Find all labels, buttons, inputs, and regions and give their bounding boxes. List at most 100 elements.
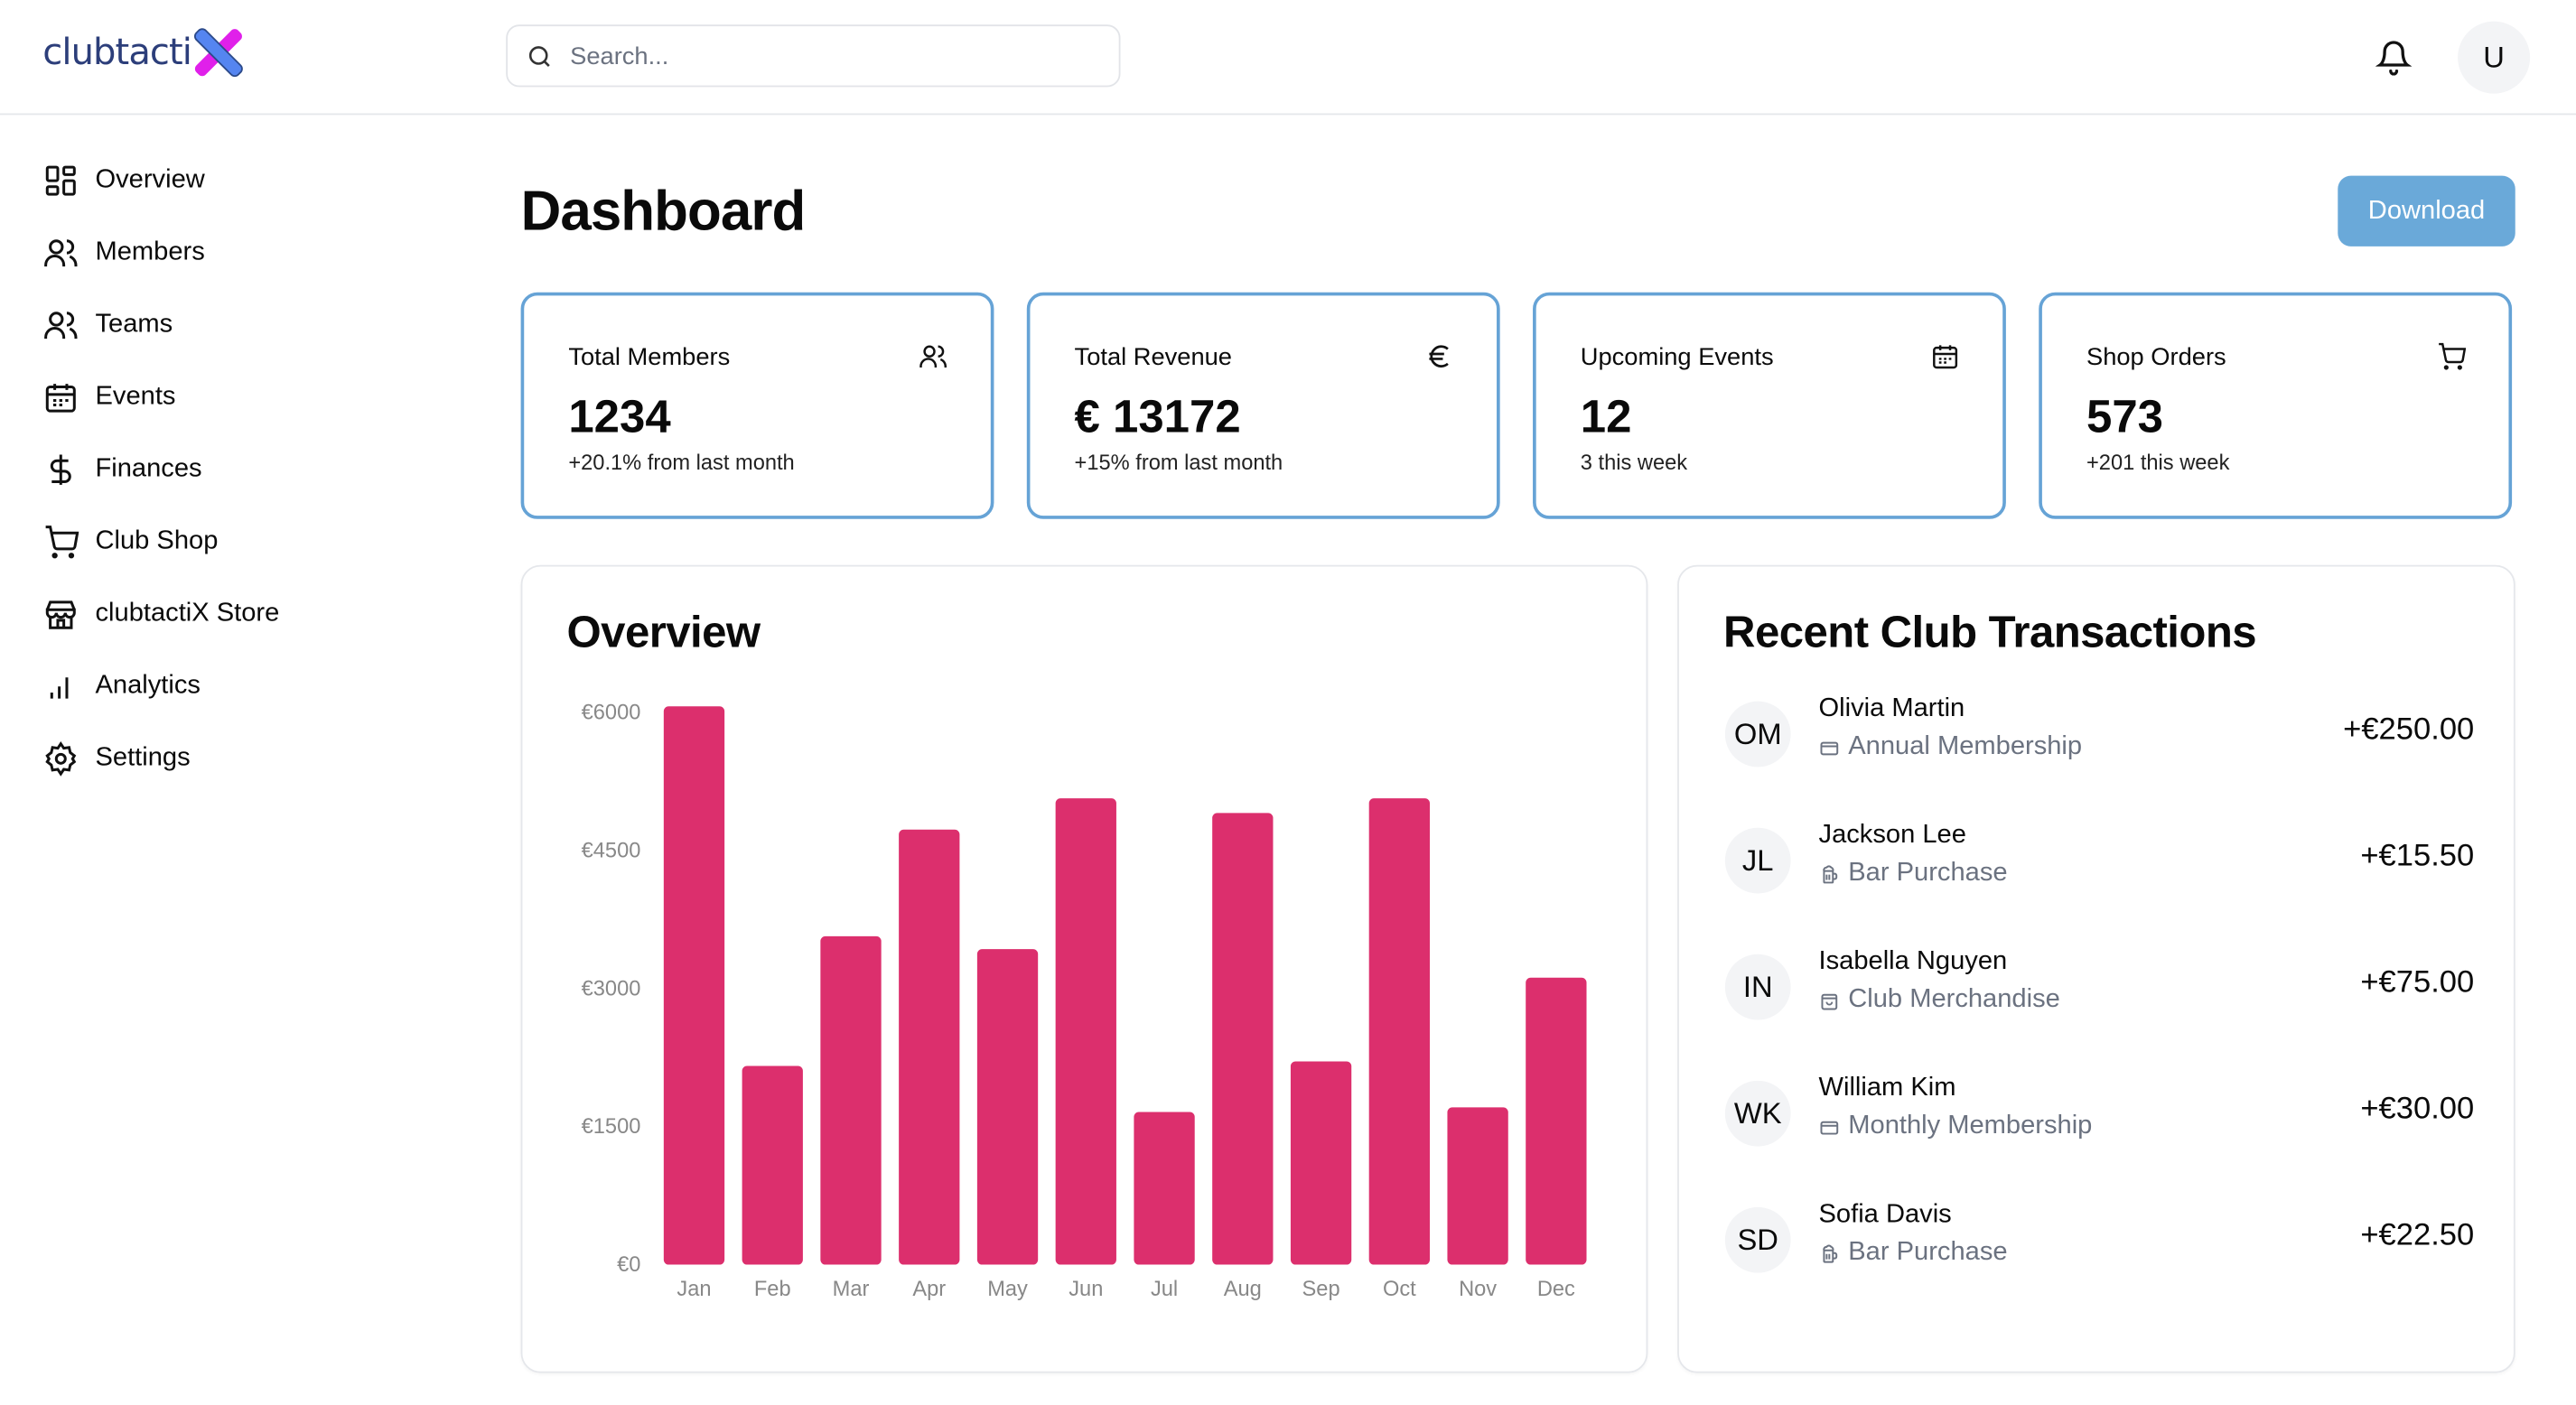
x-tick-label: Sep: [1302, 1278, 1340, 1301]
sidebar-item-store[interactable]: clubtactiX Store: [42, 578, 279, 650]
beer-icon: [1823, 864, 1838, 883]
sidebar-item-club-shop[interactable]: Club Shop: [42, 506, 279, 578]
bar-aug[interactable]: [1212, 813, 1274, 1265]
header-divider: [0, 113, 2576, 116]
transactions-title: Recent Club Transactions: [1723, 607, 2257, 657]
cart-icon: [45, 526, 79, 559]
x-tick-label: Aug: [1224, 1278, 1262, 1301]
bar-feb[interactable]: [742, 1065, 803, 1265]
users-icon: [44, 239, 78, 267]
transaction-description: Club Merchandise: [1819, 985, 2060, 1015]
transaction-row[interactable]: IN Isabella Nguyen Club Merchandise +€75…: [1724, 947, 2475, 1047]
overview-title: Overview: [566, 607, 761, 657]
avatar: OM: [1724, 701, 1791, 768]
x-tick-label: Dec: [1537, 1278, 1575, 1301]
transaction-description: Annual Membership: [1819, 732, 2082, 762]
sidebar-item-teams[interactable]: Teams: [42, 289, 279, 361]
download-button[interactable]: Download: [2338, 175, 2515, 247]
sidebar-nav: Overview Members Teams Events Finances C…: [42, 144, 279, 795]
stat-card-total-members: Total Members 1234 +20.1% from last mont…: [520, 292, 994, 519]
users-icon: [919, 345, 947, 368]
bell-icon: [2375, 41, 2413, 76]
user-avatar[interactable]: U: [2458, 21, 2531, 94]
transaction-description: Bar Purchase: [1819, 859, 2008, 889]
bar-oct[interactable]: [1368, 798, 1430, 1265]
x-tick-label: Jan: [677, 1278, 711, 1301]
x-tick-label: Feb: [754, 1278, 791, 1301]
search-bar[interactable]: [506, 24, 1121, 88]
sidebar-item-overview[interactable]: Overview: [42, 144, 279, 217]
transaction-amount: +€30.00: [2360, 1092, 2475, 1127]
y-tick-label: €6000: [582, 702, 641, 725]
x-tick-label: Apr: [912, 1278, 946, 1301]
logo[interactable]: clubtacti: [42, 26, 244, 79]
calendar-icon: [45, 384, 76, 413]
bar-jul[interactable]: [1134, 1112, 1195, 1265]
store-icon: [45, 600, 76, 629]
avatar: SD: [1724, 1206, 1791, 1273]
bar-jan[interactable]: [663, 706, 725, 1265]
credit-card-icon: [1820, 740, 1839, 755]
users-icon: [44, 312, 78, 340]
x-tick-label: May: [987, 1278, 1028, 1301]
transaction-description: Bar Purchase: [1819, 1238, 2008, 1268]
cart-icon: [2439, 342, 2467, 370]
transaction-amount: +€75.00: [2360, 965, 2475, 1000]
bar-apr[interactable]: [899, 829, 960, 1265]
transaction-row[interactable]: JL Jackson Lee Bar Purchase +€15.50: [1724, 821, 2475, 919]
y-tick-label: €3000: [582, 977, 641, 1000]
transactions-card: Recent Club Transactions OM Olivia Marti…: [1677, 564, 2515, 1373]
transaction-row[interactable]: SD Sofia Davis Bar Purchase +€22.50: [1724, 1200, 2475, 1299]
transaction-description: Monthly Membership: [1819, 1112, 2092, 1141]
transaction-row[interactable]: OM Olivia Martin Annual Membership +€250…: [1724, 694, 2475, 793]
dollar-icon: [50, 454, 71, 485]
bar-sep[interactable]: [1290, 1061, 1352, 1265]
bar-nov[interactable]: [1447, 1107, 1508, 1265]
avatar: JL: [1724, 827, 1791, 894]
gear-icon: [45, 740, 77, 777]
transaction-name: Isabella Nguyen: [1818, 947, 2008, 976]
layout-grid-icon: [45, 165, 76, 196]
y-tick-label: €4500: [582, 839, 641, 862]
logo-x-icon: [193, 28, 243, 78]
avatar: IN: [1724, 954, 1791, 1020]
y-tick-label: €1500: [582, 1115, 641, 1139]
beer-icon: [1823, 1243, 1838, 1262]
transaction-name: William Kim: [1818, 1074, 1956, 1103]
y-tick-label: €0: [617, 1253, 640, 1277]
transaction-row[interactable]: WK William Kim Monthly Membership +€30.0…: [1724, 1074, 2475, 1173]
transaction-amount: +€15.50: [2360, 839, 2475, 874]
x-tick-label: Mar: [833, 1278, 870, 1301]
x-tick-label: Jun: [1069, 1278, 1103, 1301]
sidebar-item-finances[interactable]: Finances: [42, 433, 279, 506]
calendar-icon: [1933, 345, 1958, 369]
transaction-name: Olivia Martin: [1818, 694, 1965, 723]
bar-jun[interactable]: [1055, 798, 1116, 1265]
bar-dec[interactable]: [1526, 977, 1587, 1265]
page-title: Dashboard: [520, 181, 807, 244]
bar-mar[interactable]: [820, 935, 882, 1265]
transaction-name: Sofia Davis: [1818, 1200, 1952, 1229]
shopping-bag-icon: [1821, 992, 1838, 1010]
sidebar-item-members[interactable]: Members: [42, 217, 279, 289]
search-input[interactable]: [566, 40, 1067, 72]
transaction-amount: +€22.50: [2360, 1218, 2475, 1253]
x-tick-label: Nov: [1459, 1278, 1497, 1301]
avatar: WK: [1724, 1080, 1791, 1147]
transaction-amount: +€250.00: [2343, 712, 2475, 748]
overview-card: Overview €0 €1500 €3000 €4500 €6000 Jan Feb Mar…: [520, 564, 1648, 1373]
x-tick-label: Oct: [1383, 1278, 1416, 1301]
search-icon: [528, 45, 550, 67]
sidebar-item-events[interactable]: Events: [42, 361, 279, 433]
stat-card-total-revenue: Total Revenue € 13172 +15% from last mon…: [1026, 292, 1500, 519]
credit-card-icon: [1820, 1120, 1839, 1134]
bar-chart-icon: [50, 677, 69, 699]
x-tick-label: Jul: [1151, 1278, 1178, 1301]
sidebar-item-analytics[interactable]: Analytics: [42, 650, 279, 722]
bar-may[interactable]: [976, 949, 1039, 1265]
overview-bar-chart: €0 €1500 €3000 €4500 €6000 Jan Feb Mar Apr May Jun…: [582, 702, 1587, 1301]
stat-card-shop-orders: Shop Orders 573 +201 this week: [2039, 292, 2513, 519]
notifications-button[interactable]: [2375, 40, 2413, 84]
euro-icon: [1429, 345, 1449, 368]
sidebar-item-settings[interactable]: Settings: [42, 722, 279, 795]
